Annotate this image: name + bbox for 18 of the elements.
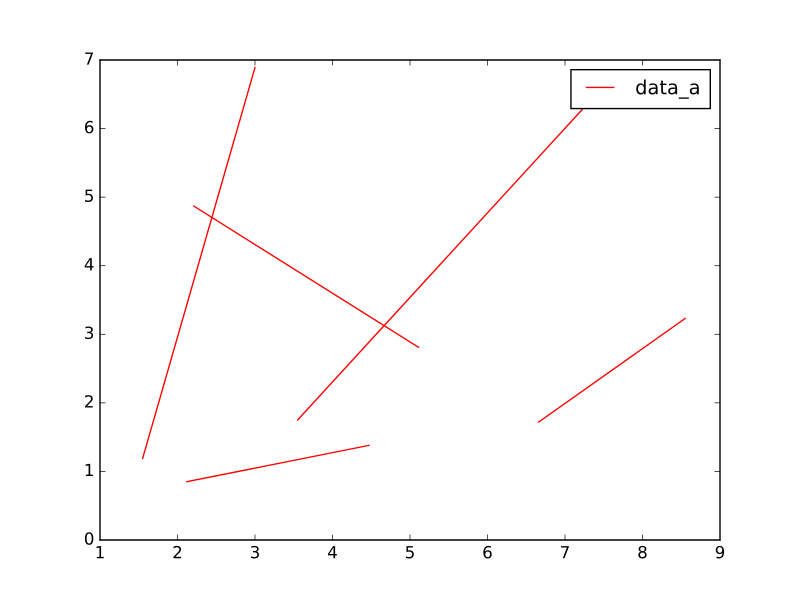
- y-tick-label: 1: [86, 464, 93, 476]
- x-tick-label: 4: [328, 546, 337, 558]
- y-tick-label: 5: [85, 190, 93, 202]
- y-tick-label: 0: [84, 532, 94, 545]
- x-tick-label: 5: [406, 546, 414, 558]
- y-tick-label: 3: [85, 326, 94, 340]
- y-tick-label: 6: [85, 120, 94, 134]
- legend-label: data_a: [636, 79, 699, 99]
- y-tick-label: 4: [84, 258, 94, 270]
- x-tick-label: 3: [250, 546, 259, 558]
- x-tick-label: 2: [173, 546, 182, 558]
- x-tick-label: 1: [96, 546, 104, 558]
- x-tick-label: 6: [483, 546, 492, 558]
- y-tick-label: 7: [85, 52, 94, 65]
- x-tick-label: 7: [561, 546, 569, 558]
- x-tick-label: 8: [638, 546, 647, 558]
- y-tick-label: 2: [85, 395, 93, 408]
- x-tick-label: 9: [716, 546, 724, 558]
